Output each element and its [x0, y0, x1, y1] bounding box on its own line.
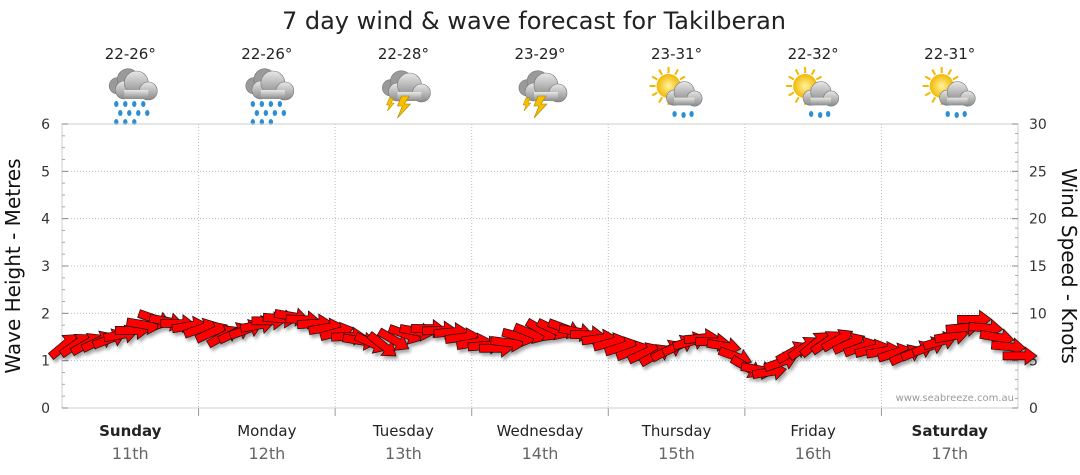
y-right-tick-label: 10 [1029, 306, 1047, 322]
day-name-label: Saturday [912, 422, 989, 440]
y-axis-left-ticks: 0 1 2 3 4 5 6 [41, 117, 68, 417]
y-right-tick-label: 25 [1029, 164, 1047, 180]
y-left-tick-label: 6 [41, 117, 50, 133]
y-left-tick-label: 4 [41, 212, 50, 228]
grid [62, 124, 1018, 416]
day-date-label: 13th [385, 444, 422, 463]
y-right-tick-label: 15 [1029, 259, 1047, 275]
day-date-label: 17th [931, 444, 968, 463]
x-axis-day-labels: Sunday 11th Monday 12th Tuesday 13th Wednesday… [99, 422, 988, 463]
y-right-tick-label: 5 [1029, 354, 1038, 370]
y-right-tick-label: 20 [1029, 212, 1047, 228]
y-right-tick-label: 0 [1029, 401, 1038, 417]
y-axis-right-label: Wind Speed - Knots [1057, 168, 1080, 364]
day-name-label: Wednesday [497, 422, 584, 440]
y-left-tick-label: 1 [41, 354, 50, 370]
y-left-tick-label: 5 [41, 164, 50, 180]
rain-cloud-icon [245, 68, 295, 125]
y-left-tick-label: 3 [41, 259, 50, 275]
temperature-label: 22-32° [788, 45, 839, 63]
thunderstorm-icon [518, 70, 568, 119]
thunderstorm-icon [382, 70, 431, 119]
temperature-label: 23-29° [514, 45, 565, 63]
wind-arrow [1002, 346, 1038, 366]
wind-arrow [820, 329, 854, 353]
sun-showers-icon [786, 67, 839, 118]
chart-title: 7 day wind & wave forecast for Takilbera… [282, 7, 786, 35]
day-date-label: 14th [522, 444, 559, 463]
sun-showers-icon [649, 67, 703, 118]
day-name-label: Monday [237, 422, 296, 440]
y-axis-left-label: Wave Height - Metres [1, 158, 25, 373]
temperature-labels: 22-26° 22-26° 22-28° 23-29° 23-31° 22-32° 22-3… [105, 45, 976, 63]
y-left-tick-label: 0 [41, 401, 50, 417]
day-date-label: 16th [795, 444, 832, 463]
sun-showers-icon [922, 67, 976, 118]
rain-cloud-icon [108, 68, 158, 125]
day-name-label: Tuesday [372, 422, 434, 440]
day-name-label: Friday [790, 422, 836, 440]
temperature-label: 22-26° [241, 45, 292, 63]
wind-arrow [366, 331, 397, 357]
y-left-tick-label: 2 [41, 306, 50, 322]
temperature-label: 22-31° [924, 45, 975, 63]
day-name-label: Sunday [99, 422, 162, 440]
wind-arrow [376, 327, 410, 351]
weather-icons [108, 67, 976, 125]
wind-arrows [47, 307, 1038, 381]
temperature-label: 23-31° [651, 45, 702, 63]
temperature-label: 22-26° [105, 45, 156, 63]
y-right-tick-label: 30 [1029, 117, 1047, 133]
credit-text: www.seabreeze.com.au [896, 393, 1014, 404]
day-date-label: 12th [248, 444, 285, 463]
day-name-label: Thursday [641, 422, 712, 440]
y-axis-right-ticks: 0 5 10 15 20 25 30 [1012, 117, 1047, 417]
day-date-label: 15th [658, 444, 695, 463]
temperature-label: 22-28° [378, 45, 429, 63]
day-date-label: 11th [112, 444, 149, 463]
